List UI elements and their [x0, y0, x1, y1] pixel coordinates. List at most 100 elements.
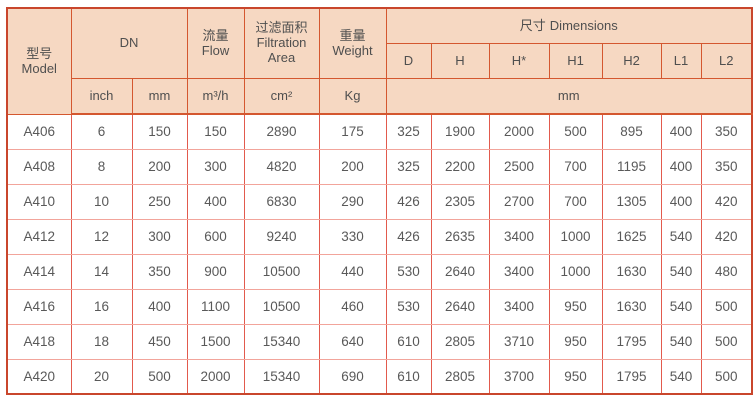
- value-cell: 330: [318, 218, 387, 255]
- value-cell: 15340: [243, 358, 320, 395]
- col-header-dimensions: 尺寸 Dimensions: [385, 7, 753, 44]
- value-cell: 14: [70, 253, 133, 290]
- value-cell: 150: [131, 113, 188, 150]
- header-row-units: inch mm m³/h cm² Kg mm: [7, 77, 753, 115]
- col-header-flow: 流量 Flow: [186, 7, 245, 79]
- model-cell: A408: [6, 148, 72, 185]
- value-cell: 2200: [430, 148, 490, 185]
- value-cell: 10: [70, 183, 133, 220]
- value-cell: 1195: [601, 148, 662, 185]
- value-cell: 2635: [430, 218, 490, 255]
- table-header: 型号 Model DN 流量 Flow 过滤面积 Filtration Area…: [6, 7, 753, 115]
- value-cell: 325: [385, 113, 432, 150]
- value-cell: 400: [660, 183, 702, 220]
- value-cell: 950: [548, 358, 603, 395]
- value-cell: 500: [700, 288, 753, 325]
- value-cell: 610: [385, 358, 432, 395]
- value-cell: 2805: [430, 323, 490, 360]
- dim-col-header-l2: L2: [700, 42, 753, 79]
- value-cell: 12: [70, 218, 133, 255]
- value-cell: 600: [186, 218, 245, 255]
- value-cell: 3700: [488, 358, 550, 395]
- unit-dn-mm: mm: [131, 77, 188, 115]
- value-cell: 290: [318, 183, 387, 220]
- filtration-label-en: Filtration Area: [256, 34, 307, 65]
- value-cell: 540: [660, 323, 702, 360]
- value-cell: 350: [131, 253, 188, 290]
- value-cell: 700: [548, 183, 603, 220]
- value-cell: 400: [660, 113, 702, 150]
- dim-col-header-h2: H2: [601, 42, 662, 79]
- value-cell: 300: [186, 148, 245, 185]
- value-cell: 1900: [430, 113, 490, 150]
- dim-col-header-d: D: [385, 42, 432, 79]
- value-cell: 200: [131, 148, 188, 185]
- dimensions-label-zh: 尺寸: [519, 17, 546, 33]
- unit-dn-inch: inch: [70, 77, 133, 115]
- weight-label-en: Weight: [332, 43, 373, 59]
- value-cell: 540: [660, 288, 702, 325]
- model-cell: A414: [6, 253, 72, 290]
- value-cell: 1625: [601, 218, 662, 255]
- value-cell: 610: [385, 323, 432, 360]
- value-cell: 20: [70, 358, 133, 395]
- value-cell: 530: [385, 288, 432, 325]
- value-cell: 400: [660, 148, 702, 185]
- value-cell: 1795: [601, 323, 662, 360]
- header-row-2: D H H* H1 H2 L1 L2: [7, 42, 753, 79]
- dimensions-label-en: Dimensions: [549, 17, 618, 33]
- value-cell: 1100: [186, 288, 245, 325]
- value-cell: 6: [70, 113, 133, 150]
- value-cell: 950: [548, 323, 603, 360]
- value-cell: 15340: [243, 323, 320, 360]
- value-cell: 900: [186, 253, 245, 290]
- value-cell: 500: [131, 358, 188, 395]
- value-cell: 3400: [488, 218, 550, 255]
- table-body: A406 6 150 150 2890 175 325 1900 2000 500 895 400 35…: [6, 113, 753, 395]
- value-cell: 1305: [601, 183, 662, 220]
- dim-col-header-h1: H1: [548, 42, 603, 79]
- value-cell: 3710: [488, 323, 550, 360]
- table-row: A410 10 250 400 6830 290 426 2305 2700 700 1305 400…: [6, 183, 753, 220]
- model-cell: A406: [6, 113, 72, 150]
- value-cell: 540: [660, 253, 702, 290]
- value-cell: 18: [70, 323, 133, 360]
- flow-label-zh: 流量: [202, 27, 229, 43]
- value-cell: 2500: [488, 148, 550, 185]
- model-cell: A420: [6, 358, 72, 395]
- dim-col-header-hstar: H*: [488, 42, 550, 79]
- value-cell: 426: [385, 218, 432, 255]
- value-cell: 2640: [430, 288, 490, 325]
- value-cell: 350: [700, 113, 753, 150]
- col-header-filtration-area: 过滤面积 Filtration Area: [243, 7, 320, 79]
- value-cell: 2890: [243, 113, 320, 150]
- value-cell: 8: [70, 148, 133, 185]
- value-cell: 16: [70, 288, 133, 325]
- model-cell: A418: [6, 323, 72, 360]
- value-cell: 1630: [601, 253, 662, 290]
- value-cell: 2305: [430, 183, 490, 220]
- table-row: A408 8 200 300 4820 200 325 2200 2500 700 1195 400 3…: [6, 148, 753, 185]
- value-cell: 250: [131, 183, 188, 220]
- unit-weight: Kg: [318, 77, 387, 115]
- weight-label-zh: 重量: [339, 27, 366, 43]
- value-cell: 3400: [488, 253, 550, 290]
- col-header-dn: DN: [70, 7, 188, 79]
- value-cell: 2805: [430, 358, 490, 395]
- value-cell: 540: [660, 218, 702, 255]
- value-cell: 1000: [548, 253, 603, 290]
- value-cell: 9240: [243, 218, 320, 255]
- value-cell: 1000: [548, 218, 603, 255]
- value-cell: 350: [700, 148, 753, 185]
- value-cell: 950: [548, 288, 603, 325]
- value-cell: 640: [318, 323, 387, 360]
- value-cell: 400: [186, 183, 245, 220]
- value-cell: 700: [548, 148, 603, 185]
- header-row-1: 型号 Model DN 流量 Flow 过滤面积 Filtration Area…: [6, 7, 753, 115]
- filter-spec-table: 型号 Model DN 流量 Flow 过滤面积 Filtration Area…: [6, 7, 754, 395]
- table-row: A416 16 400 1100 10500 460 530 2640 3400 950 1630 5…: [6, 288, 753, 325]
- value-cell: 325: [385, 148, 432, 185]
- value-cell: 3400: [488, 288, 550, 325]
- flow-label-en: Flow: [201, 43, 230, 59]
